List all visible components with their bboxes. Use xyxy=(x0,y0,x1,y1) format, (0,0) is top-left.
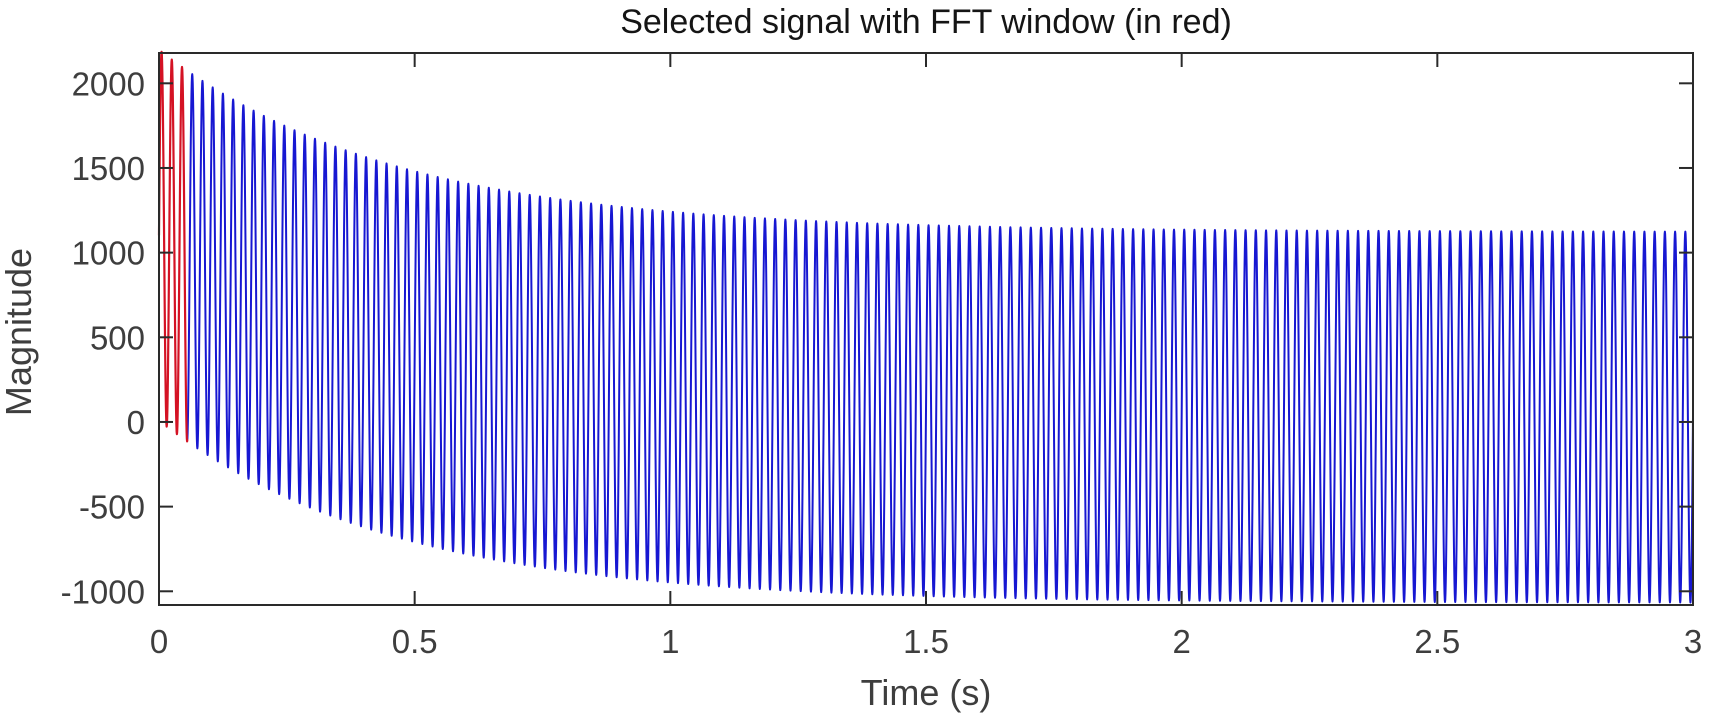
x-tick-label: 2 xyxy=(1172,623,1190,660)
y-tick-label: 500 xyxy=(90,319,145,356)
signal-trace xyxy=(186,73,1694,604)
x-tick-label: 0.5 xyxy=(392,623,438,660)
y-tick-label: 2000 xyxy=(72,65,145,102)
x-tick-label: 1.5 xyxy=(903,623,949,660)
x-tick-label: 1 xyxy=(661,623,679,660)
x-tick-label: 3 xyxy=(1684,623,1702,660)
x-tick-label: 0 xyxy=(150,623,168,660)
y-tick-label: 1500 xyxy=(72,150,145,187)
y-tick-label: 0 xyxy=(127,404,145,441)
y-tick-label: -500 xyxy=(79,489,145,526)
y-tick-label: 1000 xyxy=(72,235,145,272)
fft-window-trace xyxy=(157,50,189,443)
chart-title: Selected signal with FFT window (in red) xyxy=(620,3,1232,41)
y-tick-label: -1000 xyxy=(61,573,145,610)
x-axis-label: Time (s) xyxy=(860,672,992,713)
x-tick-label: 2.5 xyxy=(1414,623,1460,660)
